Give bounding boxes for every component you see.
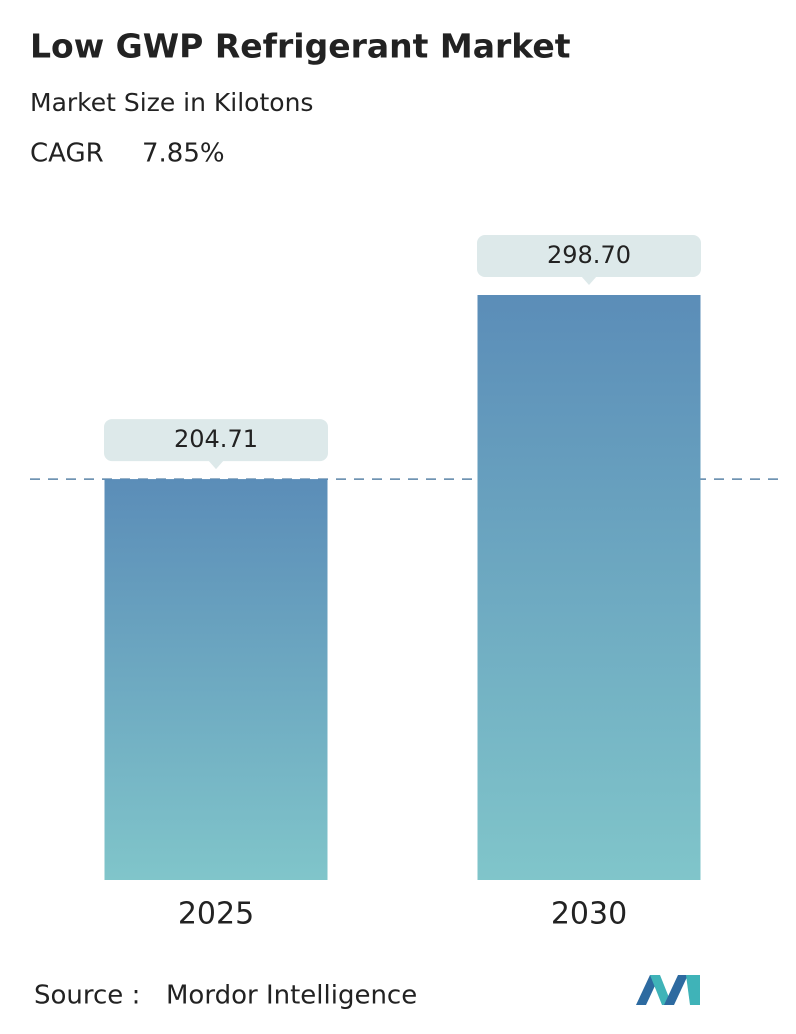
value-label: 204.71 <box>174 425 258 453</box>
logo <box>636 975 700 1005</box>
cagr-value: 7.85% <box>142 139 225 169</box>
x-tick-label: 2030 <box>551 897 627 932</box>
value-label-pointer <box>208 460 224 470</box>
bar <box>477 295 701 880</box>
plot: 204.71 2025 298.70 2030 <box>30 235 782 932</box>
value-label-pointer <box>581 276 597 285</box>
bar <box>104 479 328 880</box>
value-label: 298.70 <box>547 241 631 269</box>
source-value: Mordor Intelligence <box>166 981 417 1011</box>
value-label-bubble <box>104 419 328 462</box>
value-label-bubble <box>477 235 701 277</box>
cagr-label: CAGR <box>30 139 104 169</box>
chart-title: Low GWP Refrigerant Market <box>30 27 571 66</box>
source-label: Source : <box>34 981 140 1011</box>
x-tick-label: 2025 <box>178 897 254 932</box>
chart-subtitle: Market Size in Kilotons <box>30 88 313 117</box>
